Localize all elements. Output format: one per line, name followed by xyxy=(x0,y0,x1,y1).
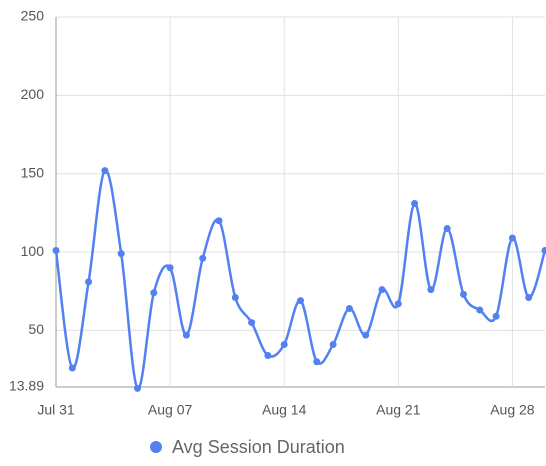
point xyxy=(476,306,484,314)
x-tick-label: Jul 31 xyxy=(37,402,75,418)
x-tick-label: Aug 28 xyxy=(490,402,535,418)
point xyxy=(394,300,402,308)
point xyxy=(68,364,76,372)
point xyxy=(313,358,321,366)
point xyxy=(460,290,467,298)
point xyxy=(85,278,93,286)
x-tick-label: Aug 14 xyxy=(262,402,307,418)
point xyxy=(329,341,337,349)
point xyxy=(297,297,304,305)
point xyxy=(52,246,60,254)
legend-label: Avg Session Duration xyxy=(172,437,345,457)
point xyxy=(492,312,500,320)
point xyxy=(427,286,435,294)
y-tick-label: 200 xyxy=(21,86,45,102)
y-tick-label: 100 xyxy=(21,243,45,259)
legend: Avg Session Duration xyxy=(150,437,345,457)
point xyxy=(378,286,386,294)
point xyxy=(117,250,125,258)
y-tick-label: 250 xyxy=(21,8,45,24)
point xyxy=(182,331,190,339)
point xyxy=(215,217,223,225)
point xyxy=(411,199,419,207)
point xyxy=(508,234,516,242)
x-tick-label: Aug 21 xyxy=(376,402,421,418)
legend-marker xyxy=(150,441,162,453)
point xyxy=(525,294,533,302)
point xyxy=(199,254,207,262)
point xyxy=(362,331,370,339)
point xyxy=(166,264,174,272)
y-tick-label: 13.89 xyxy=(9,378,44,394)
y-tick-label: 50 xyxy=(28,321,44,337)
point xyxy=(280,341,288,349)
point xyxy=(150,289,158,297)
x-tick-label: Aug 07 xyxy=(148,402,193,418)
point xyxy=(541,246,546,254)
point xyxy=(231,294,239,302)
point xyxy=(134,384,141,392)
point xyxy=(345,304,353,312)
line xyxy=(54,169,546,390)
y-tick-label: 150 xyxy=(21,164,45,180)
point xyxy=(248,319,256,327)
point xyxy=(264,351,272,359)
point xyxy=(101,167,109,175)
point xyxy=(443,225,451,233)
